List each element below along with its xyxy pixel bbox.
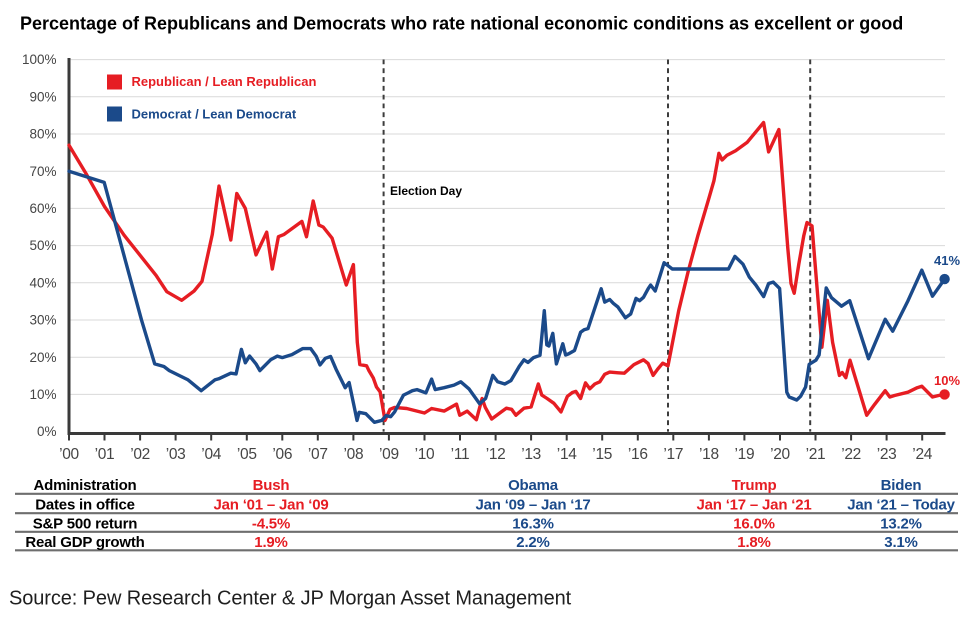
svg-text:30%: 30% bbox=[29, 313, 56, 328]
svg-text:’12: ’12 bbox=[486, 446, 506, 463]
svg-text:40%: 40% bbox=[29, 275, 56, 290]
svg-text:16.0%: 16.0% bbox=[733, 516, 775, 533]
svg-text:’17: ’17 bbox=[663, 446, 683, 463]
svg-text:10%: 10% bbox=[29, 387, 56, 402]
svg-text:’21: ’21 bbox=[806, 446, 826, 463]
svg-text:Real GDP growth: Real GDP growth bbox=[25, 534, 144, 551]
svg-text:’01: ’01 bbox=[95, 446, 115, 463]
svg-text:’10: ’10 bbox=[415, 446, 435, 463]
svg-text:Jan ‘01 – Jan ‘09: Jan ‘01 – Jan ‘09 bbox=[213, 497, 328, 514]
svg-text:’15: ’15 bbox=[592, 446, 612, 463]
svg-text:’05: ’05 bbox=[237, 446, 257, 463]
svg-text:2.2%: 2.2% bbox=[516, 534, 549, 551]
svg-text:100%: 100% bbox=[22, 52, 57, 67]
svg-text:Administration: Administration bbox=[33, 477, 136, 494]
svg-text:Jan ‘21 – Today: Jan ‘21 – Today bbox=[847, 497, 955, 514]
svg-text:’20: ’20 bbox=[770, 446, 790, 463]
svg-text:Election Day: Election Day bbox=[390, 184, 462, 198]
svg-text:Trump: Trump bbox=[732, 477, 777, 494]
svg-text:13.2%: 13.2% bbox=[880, 516, 922, 533]
svg-text:Democrat / Lean Democrat: Democrat / Lean Democrat bbox=[132, 107, 297, 122]
svg-text:41%: 41% bbox=[934, 253, 960, 268]
svg-text:’18: ’18 bbox=[699, 446, 719, 463]
svg-text:’09: ’09 bbox=[379, 446, 399, 463]
svg-text:Dates in office: Dates in office bbox=[35, 497, 135, 514]
svg-text:Source: Pew Research Center &: Source: Pew Research Center & JP Morgan … bbox=[9, 588, 572, 610]
svg-text:’04: ’04 bbox=[201, 446, 221, 463]
svg-text:’07: ’07 bbox=[308, 446, 328, 463]
svg-text:1.8%: 1.8% bbox=[737, 534, 770, 551]
svg-text:Bush: Bush bbox=[253, 477, 290, 494]
svg-text:Obama: Obama bbox=[508, 477, 559, 494]
svg-text:’19: ’19 bbox=[735, 446, 755, 463]
svg-text:’14: ’14 bbox=[557, 446, 577, 463]
svg-text:10%: 10% bbox=[934, 373, 960, 388]
svg-text:70%: 70% bbox=[29, 164, 56, 179]
svg-text:S&P 500 return: S&P 500 return bbox=[33, 516, 138, 533]
svg-text:’00: ’00 bbox=[59, 446, 79, 463]
svg-text:0%: 0% bbox=[37, 424, 57, 439]
svg-text:3.1%: 3.1% bbox=[884, 534, 917, 551]
svg-text:Jan ‘09 – Jan ‘17: Jan ‘09 – Jan ‘17 bbox=[475, 497, 590, 514]
svg-text:80%: 80% bbox=[29, 127, 56, 142]
svg-text:20%: 20% bbox=[29, 350, 56, 365]
svg-text:-4.5%: -4.5% bbox=[252, 516, 290, 533]
svg-text:’23: ’23 bbox=[877, 446, 897, 463]
svg-text:60%: 60% bbox=[29, 201, 56, 216]
svg-text:16.3%: 16.3% bbox=[512, 516, 554, 533]
svg-text:’02: ’02 bbox=[130, 446, 150, 463]
svg-text:’06: ’06 bbox=[272, 446, 292, 463]
svg-text:’22: ’22 bbox=[841, 446, 861, 463]
svg-text:50%: 50% bbox=[29, 238, 56, 253]
svg-text:’03: ’03 bbox=[166, 446, 186, 463]
svg-text:’08: ’08 bbox=[344, 446, 364, 463]
svg-text:1.9%: 1.9% bbox=[254, 534, 287, 551]
svg-text:90%: 90% bbox=[29, 89, 56, 104]
svg-text:’24: ’24 bbox=[912, 446, 932, 463]
svg-text:Republican / Lean Republican: Republican / Lean Republican bbox=[132, 74, 317, 89]
svg-text:’16: ’16 bbox=[628, 446, 648, 463]
svg-text:’11: ’11 bbox=[451, 446, 470, 463]
svg-text:Biden: Biden bbox=[881, 477, 922, 494]
svg-text:Jan ‘17 – Jan ‘21: Jan ‘17 – Jan ‘21 bbox=[696, 497, 811, 514]
svg-text:Percentage of Republicans and: Percentage of Republicans and Democrats … bbox=[20, 14, 903, 34]
svg-text:’13: ’13 bbox=[521, 446, 541, 463]
